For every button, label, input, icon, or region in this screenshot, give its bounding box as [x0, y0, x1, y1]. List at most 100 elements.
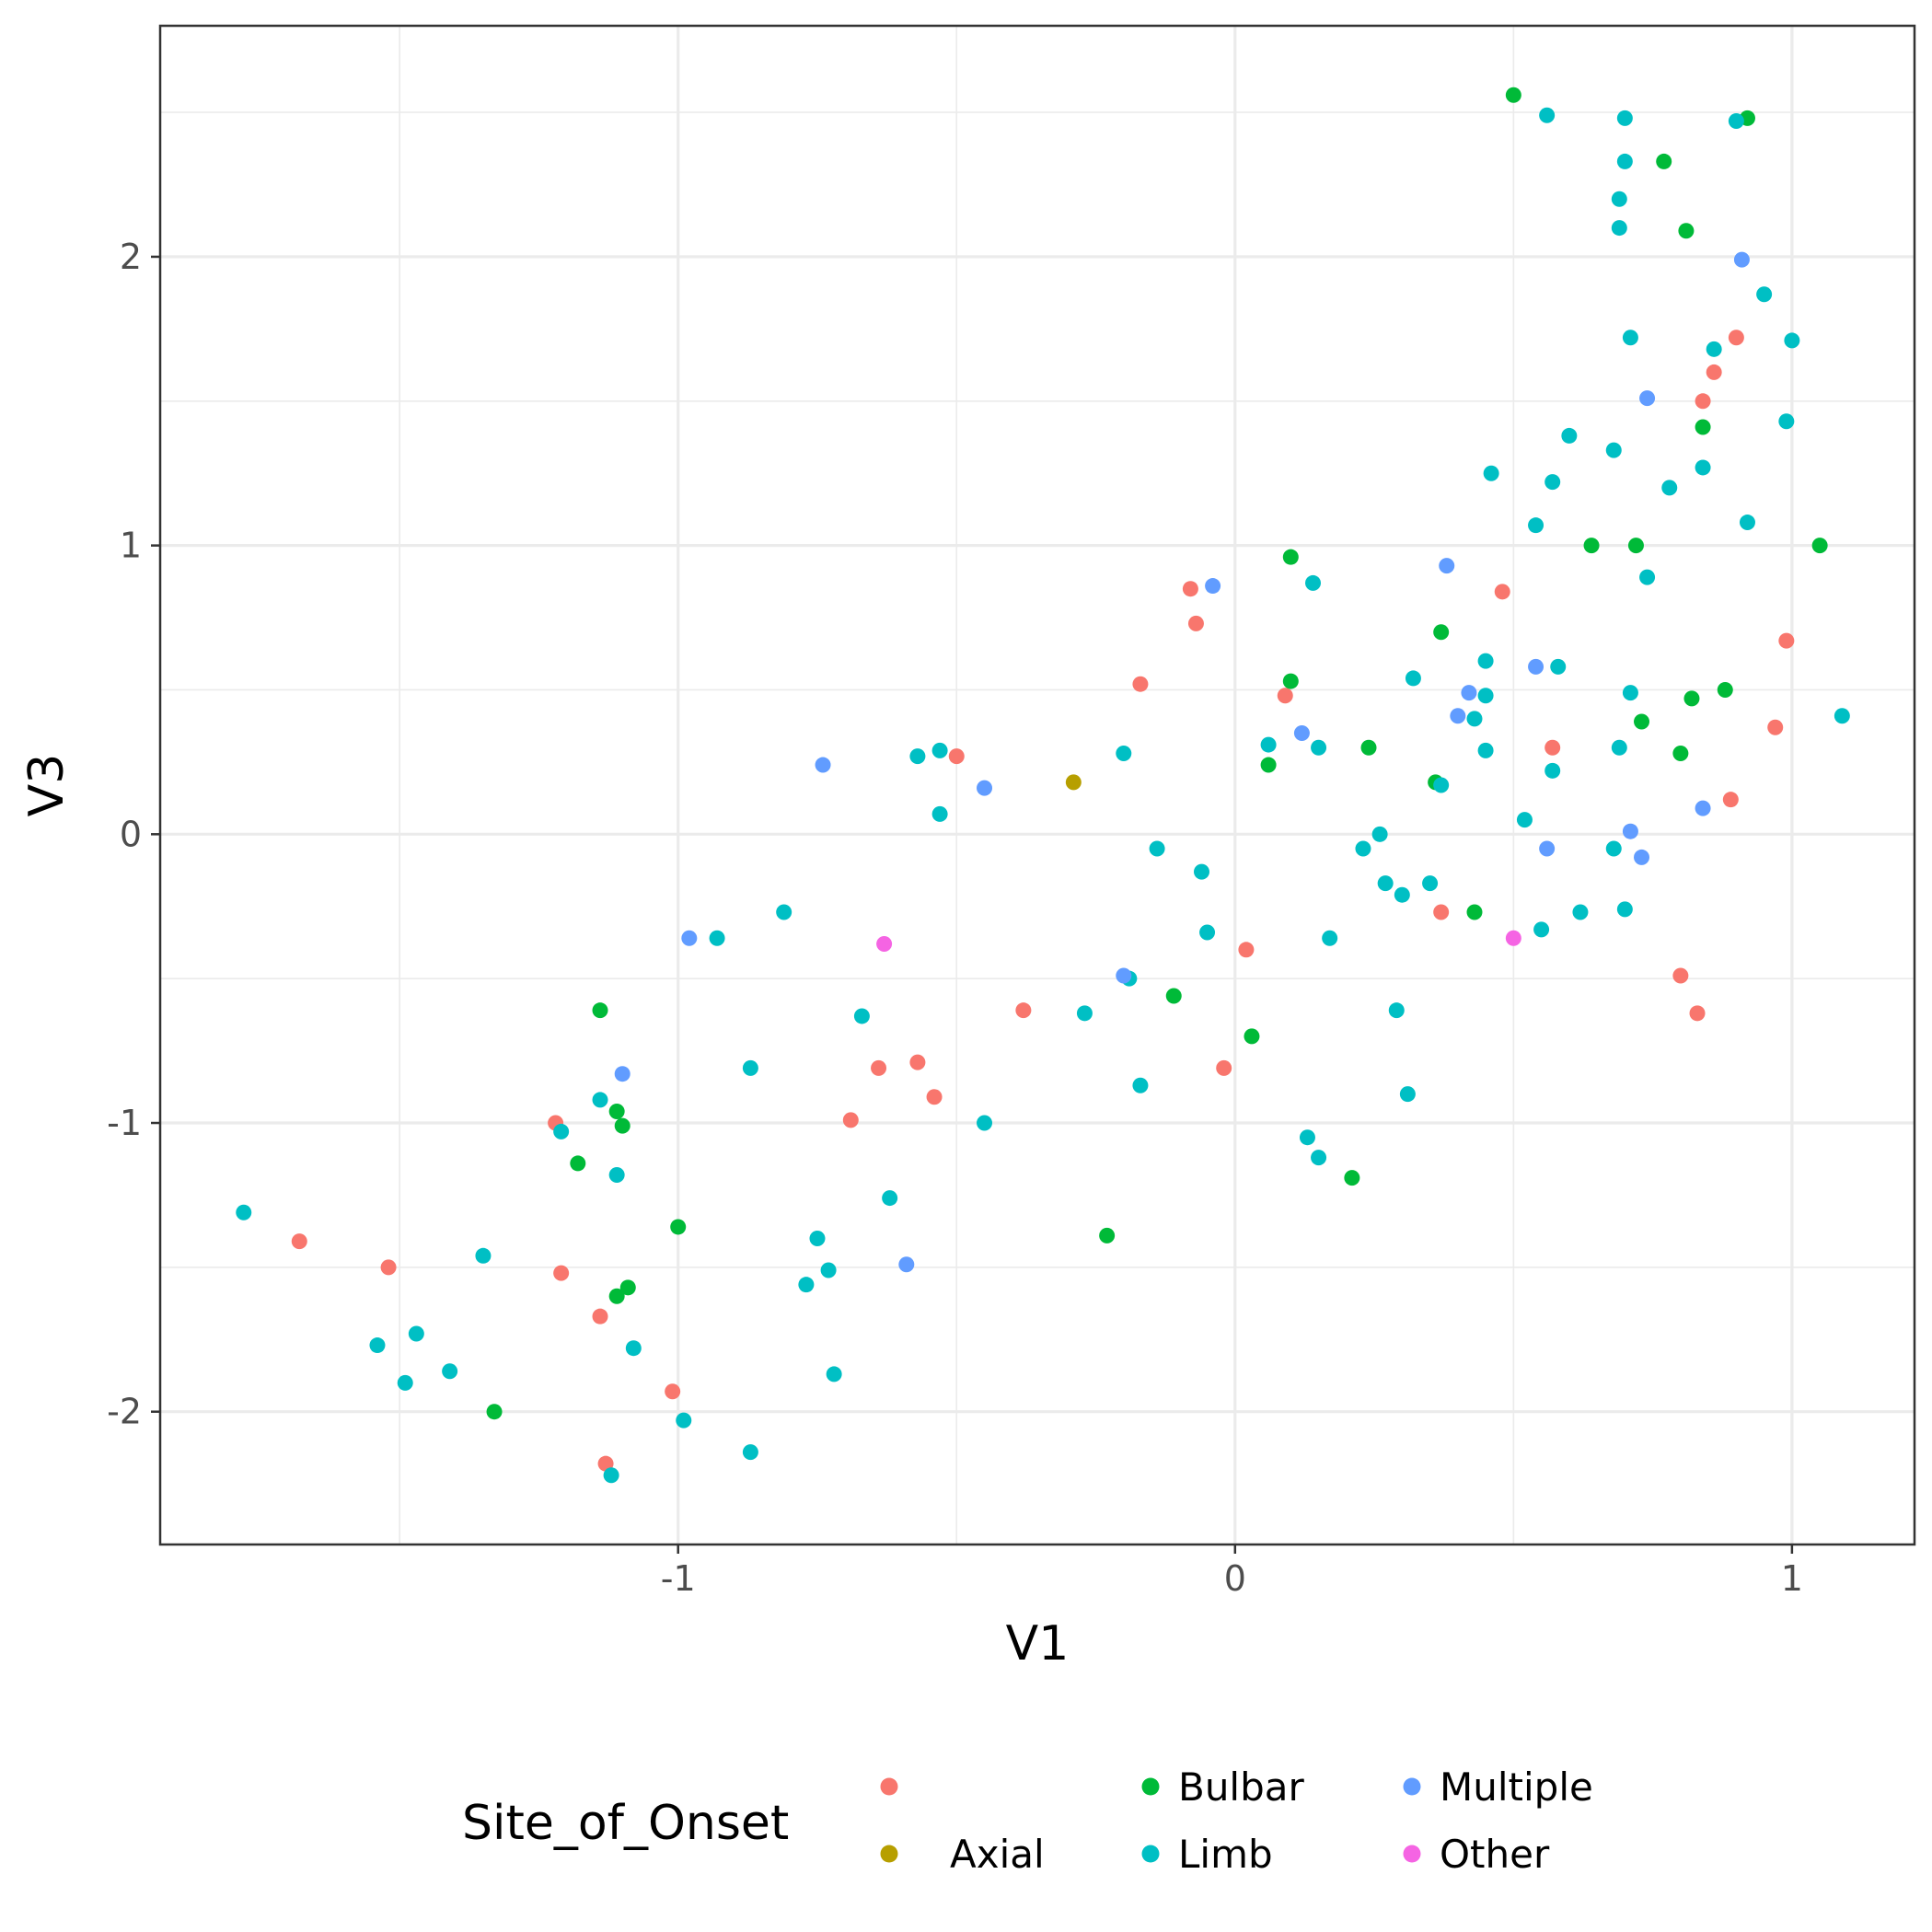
data-points	[236, 87, 1850, 1484]
data-point	[1611, 220, 1627, 237]
x-tick-label: 1	[1781, 1558, 1803, 1599]
data-point	[670, 1219, 687, 1235]
data-point	[1305, 574, 1322, 591]
data-point	[1728, 113, 1744, 130]
data-point	[1322, 930, 1338, 946]
data-point	[1683, 690, 1700, 707]
data-point	[1182, 581, 1198, 597]
data-point	[442, 1363, 458, 1380]
x-axis-tick-labels: -1 0 1	[661, 1558, 1803, 1599]
data-point	[1756, 286, 1773, 303]
x-tick-label: 0	[1224, 1558, 1246, 1599]
data-point	[1634, 849, 1650, 865]
data-point	[681, 930, 698, 946]
data-point	[1739, 515, 1755, 531]
y-axis-tick-labels: -2 -1 0 1 2	[107, 237, 142, 1432]
data-point	[871, 1059, 887, 1076]
data-point	[1116, 745, 1132, 761]
data-point	[1533, 921, 1550, 938]
data-point	[1778, 632, 1795, 649]
axis-ticks	[151, 255, 1794, 1554]
legend-title: Site_of_Onset	[462, 1796, 789, 1851]
legend-items: Axial Bulbar Limb Multiple Other	[880, 1764, 1593, 1877]
data-point	[291, 1233, 307, 1250]
data-point	[1516, 812, 1533, 828]
data-point	[1550, 658, 1567, 675]
data-point	[608, 1288, 625, 1304]
data-point	[842, 1112, 859, 1128]
data-point	[931, 742, 948, 758]
data-point	[1199, 924, 1216, 941]
data-point	[1205, 578, 1221, 595]
data-point	[1672, 967, 1689, 984]
data-point	[1433, 777, 1450, 793]
data-point	[1611, 191, 1627, 207]
data-point	[1377, 875, 1394, 892]
data-point	[1238, 942, 1255, 958]
y-axis-title: V3	[19, 754, 75, 817]
data-point	[1717, 681, 1733, 698]
data-point	[1293, 725, 1310, 742]
data-point	[1433, 904, 1450, 920]
data-point	[1605, 442, 1622, 458]
data-point	[931, 805, 948, 822]
data-point	[369, 1337, 386, 1354]
data-point	[1260, 757, 1277, 773]
data-point	[608, 1103, 625, 1119]
data-point	[603, 1467, 619, 1484]
data-point	[1311, 1150, 1327, 1166]
data-point	[1561, 427, 1578, 444]
x-axis-title: V1	[1006, 1616, 1070, 1672]
data-point	[1834, 708, 1850, 724]
data-point	[1528, 658, 1544, 675]
data-point	[1639, 569, 1656, 585]
data-point	[1811, 538, 1828, 554]
data-point	[1466, 711, 1483, 727]
major-gridlines	[160, 26, 1915, 1544]
data-point	[1299, 1129, 1315, 1146]
data-point	[1661, 480, 1678, 496]
data-point	[1627, 538, 1644, 554]
data-point	[1733, 251, 1750, 268]
data-point	[1767, 719, 1784, 735]
data-point	[1605, 840, 1622, 857]
legend-key	[1141, 1777, 1160, 1796]
data-point	[1544, 762, 1561, 779]
data-point	[1695, 419, 1711, 435]
y-tick-label: 0	[120, 814, 142, 854]
data-point	[1728, 330, 1744, 346]
data-point	[1149, 840, 1165, 857]
data-point	[1260, 736, 1277, 753]
data-point	[1616, 153, 1633, 169]
data-point	[1544, 739, 1561, 756]
data-point	[1015, 1002, 1032, 1019]
data-point	[1706, 341, 1722, 357]
data-point	[909, 1054, 926, 1070]
data-point	[709, 930, 725, 946]
data-point	[570, 1155, 586, 1172]
data-point	[553, 1265, 570, 1281]
data-point	[876, 936, 893, 953]
data-point	[1132, 676, 1149, 692]
data-point	[1678, 223, 1695, 239]
data-point	[977, 1115, 993, 1131]
legend-key	[1403, 1845, 1421, 1863]
minor-gridlines	[160, 26, 1915, 1544]
data-point	[1394, 886, 1410, 903]
data-point	[742, 1444, 758, 1461]
data-point	[1132, 1077, 1149, 1093]
data-point	[1494, 584, 1510, 600]
data-point	[1528, 517, 1544, 534]
legend-key	[1403, 1777, 1421, 1796]
data-point	[1422, 875, 1439, 892]
legend-label: Multiple	[1440, 1764, 1593, 1810]
data-point	[1076, 1005, 1093, 1022]
data-point	[1616, 110, 1633, 126]
legend-key	[880, 1845, 898, 1863]
data-point	[1405, 670, 1421, 687]
data-point	[1065, 774, 1082, 791]
data-point	[486, 1404, 503, 1420]
data-point	[826, 1366, 842, 1382]
y-tick-label: 2	[120, 237, 142, 277]
